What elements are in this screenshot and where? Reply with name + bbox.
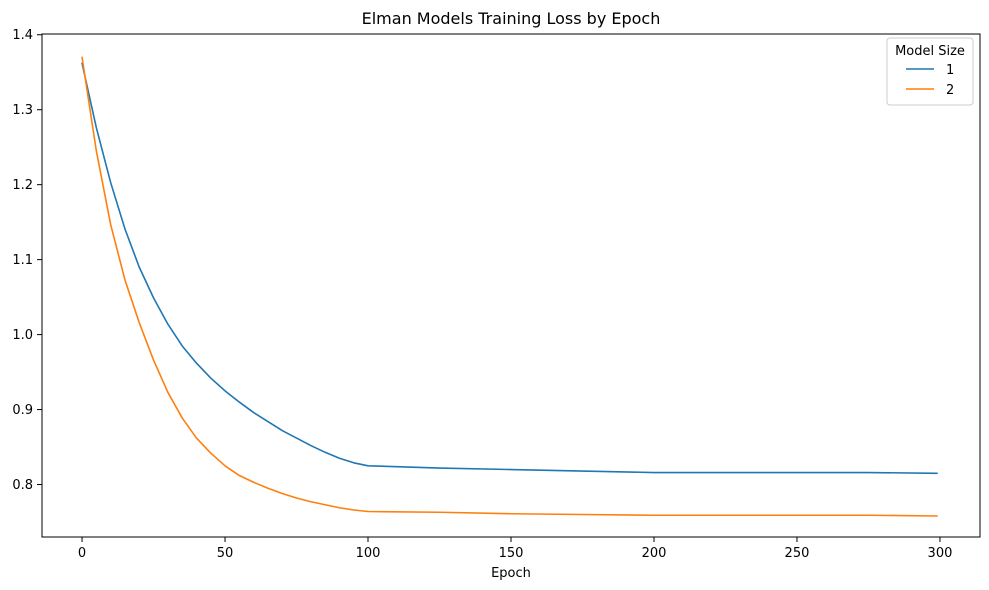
x-tick-label: 200 — [642, 546, 667, 561]
x-tick-label: 0 — [78, 546, 86, 561]
legend-label-2: 2 — [946, 83, 954, 98]
series-lines — [81, 56, 938, 517]
y-tick-label: 1.4 — [12, 28, 33, 43]
x-tick-label: 100 — [356, 546, 381, 561]
legend-title: Model Size — [895, 44, 965, 59]
y-tick-label: 1.2 — [12, 178, 33, 193]
legend: Model Size 12 — [886, 37, 974, 106]
tick-marks: 0 50 100 150 200 250 300 0.8 0.9 1.0 1.1 1.2 1.3 1.4 — [12, 28, 952, 561]
legend-label-1: 1 — [946, 63, 954, 78]
legend-items: 12 — [906, 63, 954, 98]
series-line-1 — [81, 62, 938, 475]
x-tick-label: 250 — [785, 546, 810, 561]
x-tick-label: 50 — [217, 546, 234, 561]
y-tick-label: 1.1 — [12, 253, 33, 268]
x-tick-label: 300 — [928, 546, 953, 561]
y-tick-label: 0.8 — [12, 478, 33, 493]
y-tick-label: 1.0 — [12, 328, 33, 343]
x-axis-label: Epoch — [491, 566, 531, 581]
y-tick-label: 0.9 — [12, 403, 33, 418]
x-tick-label: 150 — [499, 546, 524, 561]
y-tick-label: 1.3 — [12, 103, 33, 118]
series-line-2 — [81, 56, 938, 517]
chart-title: Elman Models Training Loss by Epoch — [362, 9, 661, 28]
